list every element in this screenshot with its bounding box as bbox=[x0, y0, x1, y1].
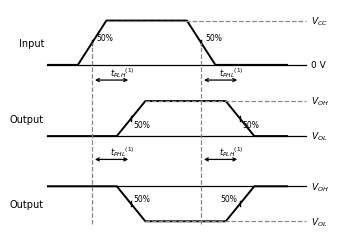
Text: Input: Input bbox=[19, 38, 44, 48]
Text: 50%: 50% bbox=[242, 120, 259, 129]
Text: Output: Output bbox=[10, 199, 44, 209]
Text: 50%: 50% bbox=[220, 194, 237, 203]
Text: $V_{OL}$: $V_{OL}$ bbox=[311, 215, 328, 228]
Text: $V_{CC}$: $V_{CC}$ bbox=[311, 15, 328, 28]
Text: $V_{OH}$: $V_{OH}$ bbox=[311, 180, 329, 193]
Text: $V_{OH}$: $V_{OH}$ bbox=[311, 96, 329, 108]
Text: Output: Output bbox=[10, 114, 44, 124]
Text: 50%: 50% bbox=[133, 120, 150, 129]
Text: $V_{OL}$: $V_{OL}$ bbox=[311, 130, 328, 143]
Text: $t_{PLH}$$^{(1)}$: $t_{PLH}$$^{(1)}$ bbox=[219, 144, 243, 158]
Text: 50%: 50% bbox=[205, 34, 222, 42]
Text: 50%: 50% bbox=[133, 194, 150, 203]
Text: 50%: 50% bbox=[96, 34, 113, 42]
Text: $t_{PHL}$$^{(1)}$: $t_{PHL}$$^{(1)}$ bbox=[219, 66, 243, 79]
Text: $t_{PLH}$$^{(1)}$: $t_{PLH}$$^{(1)}$ bbox=[110, 66, 134, 79]
Text: 0 V: 0 V bbox=[311, 61, 326, 70]
Text: $t_{PHL}$$^{(1)}$: $t_{PHL}$$^{(1)}$ bbox=[110, 144, 134, 158]
